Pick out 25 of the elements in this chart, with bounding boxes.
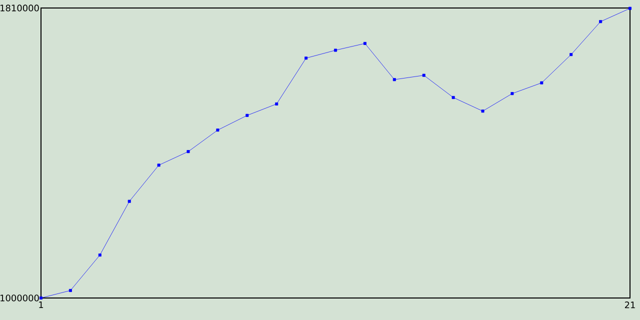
- point: [363, 42, 366, 45]
- point: [599, 20, 602, 24]
- y-tick-label: 1000000: [0, 294, 39, 302]
- point: [628, 6, 632, 10]
- point: [246, 114, 249, 117]
- point: [510, 92, 514, 96]
- point: [304, 56, 308, 60]
- point: [68, 288, 72, 292]
- point: [452, 96, 455, 100]
- point: [422, 74, 426, 77]
- point: [157, 164, 160, 167]
- point: [392, 78, 396, 82]
- point: [570, 53, 573, 56]
- x-tick-label: 1: [39, 302, 44, 308]
- point: [186, 150, 190, 154]
- point: [98, 254, 102, 257]
- point: [216, 128, 220, 132]
- point: [334, 48, 338, 52]
- y-tick-label: 1810000: [0, 4, 39, 12]
- point: [275, 102, 278, 106]
- point: [128, 200, 131, 203]
- point: [481, 110, 484, 113]
- point: [40, 296, 42, 300]
- point: [540, 81, 544, 84]
- x-tick-label: 21: [624, 302, 635, 308]
